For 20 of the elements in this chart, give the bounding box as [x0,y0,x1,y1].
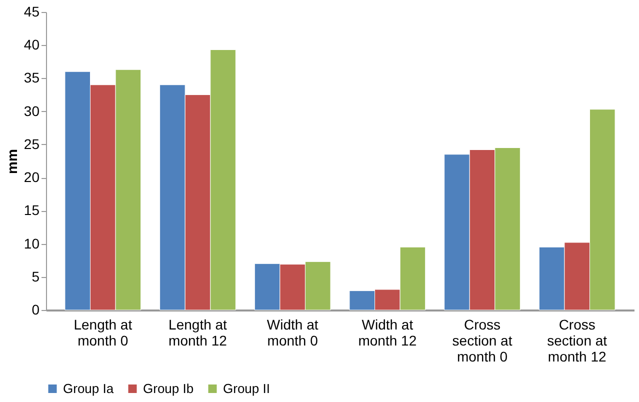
y-tick-label: 0 [32,302,40,318]
x-tick-label: Length at month 0 [74,316,132,348]
y-tick-label: 25 [24,136,40,152]
y-tick-label: 35 [24,70,40,86]
legend-label: Group II [223,380,270,396]
y-tick-label: 40 [24,36,40,53]
x-tick-label: Width at month 0 [266,316,318,348]
x-tick-label: Length at month 12 [168,316,228,348]
y-axis-title: mm [4,149,20,174]
y-tick-label: 45 [24,4,40,20]
y-tick-label: 20 [24,169,40,186]
y-tick-label: 30 [24,102,40,119]
legend-label: Group Ib [143,380,194,396]
y-tick-label: 10 [24,235,40,252]
x-tick-label: Cross section at month 12 [547,316,608,364]
legend-label: Group Ia [63,380,114,396]
y-tick-label: 5 [32,268,40,284]
y-tick-label: 15 [24,202,40,218]
x-tick-label: Width at month 12 [358,316,417,348]
x-tick-label: Cross section at month 0 [452,316,512,364]
